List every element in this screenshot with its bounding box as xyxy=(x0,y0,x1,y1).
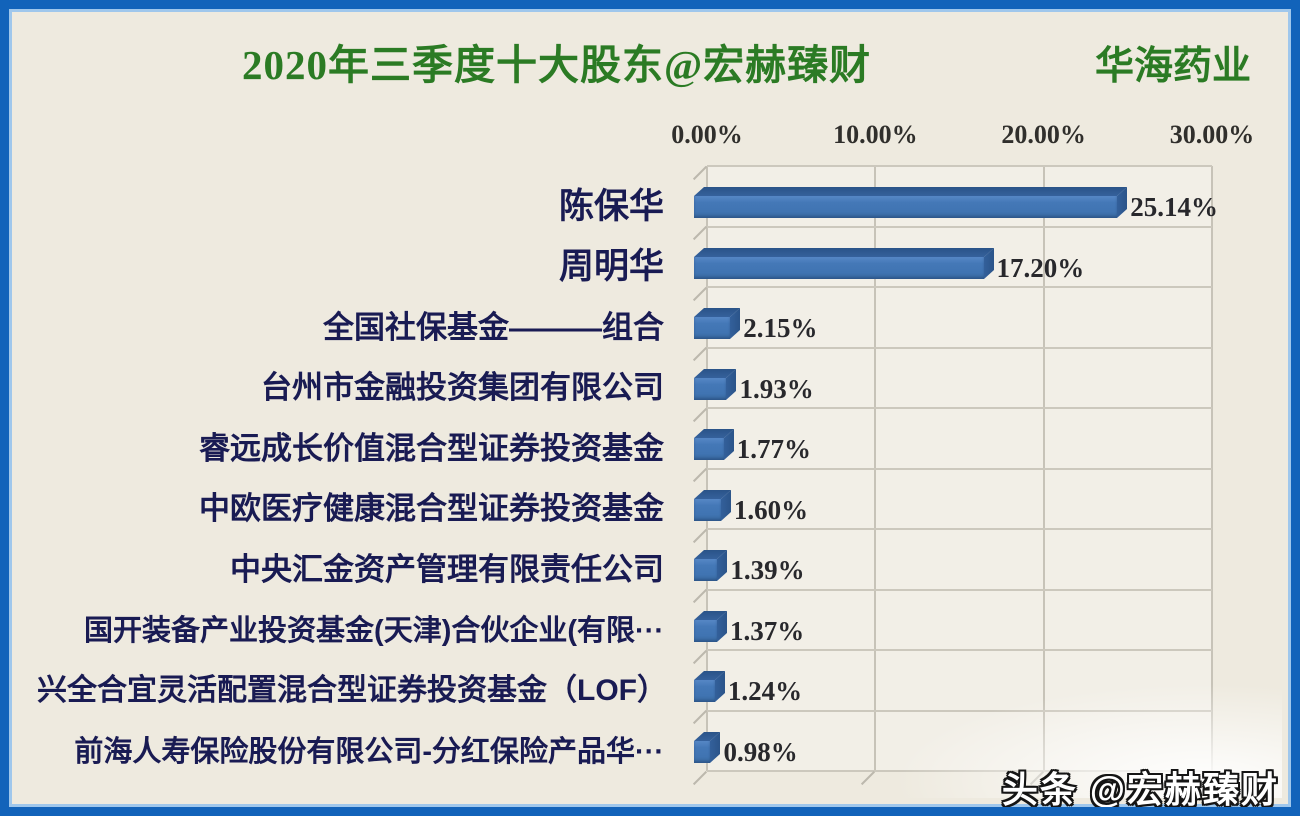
diagonal-tick xyxy=(692,588,708,604)
row-separator xyxy=(707,286,1212,288)
plot-top-line xyxy=(707,165,1212,167)
diagonal-tick xyxy=(692,407,708,422)
diagonal-tick xyxy=(692,225,708,241)
diagonal-tick xyxy=(692,709,708,725)
row-separator xyxy=(707,225,1212,228)
value-label: 1.77% xyxy=(736,434,812,464)
bar xyxy=(694,196,1118,218)
category-label: 前海人寿保险股份有限公司-分红保险产品华··· xyxy=(74,735,664,768)
row-separator xyxy=(707,588,1212,591)
value-label: 1.60% xyxy=(733,494,809,525)
category-label: 全国社保基金———组合 xyxy=(323,309,664,345)
value-label: 1.93% xyxy=(739,373,814,404)
diagonal-tick xyxy=(692,528,708,543)
bar xyxy=(694,256,984,279)
bar xyxy=(694,680,715,702)
diagonal-tick xyxy=(692,467,708,483)
axis-tick-label: 20.00% xyxy=(1001,120,1086,149)
row-separator xyxy=(707,528,1212,530)
category-label: 陈保华 xyxy=(558,186,664,226)
axis-tick-label: 30.00% xyxy=(1169,120,1255,149)
category-label: 国开装备产业投资基金(天津)合伙企业(有限··· xyxy=(84,614,664,647)
watermark: 头条 @宏赫臻财 xyxy=(1001,769,1279,810)
category-label: 睿远成长价值混合型证券投资基金 xyxy=(199,430,664,466)
bar-top-face xyxy=(694,247,994,257)
value-label: 17.20% xyxy=(996,252,1085,283)
bar xyxy=(694,740,711,763)
value-label: 1.39% xyxy=(730,555,805,585)
bar xyxy=(694,438,724,460)
axis-tick-label: 0.00% xyxy=(671,120,743,149)
bar xyxy=(694,317,731,339)
bar xyxy=(694,619,718,642)
gridline xyxy=(1211,166,1213,771)
diagonal-tick xyxy=(692,165,708,180)
diagonal-tick xyxy=(692,649,708,664)
page-title: 2020年三季度十大股东@宏赫臻财 xyxy=(242,42,872,88)
bar-chart: 0.00% 10.00% 20.00% 30.00% 陈保华 25.14% 周明华 17.20… xyxy=(9,9,1291,807)
row-separator xyxy=(707,407,1212,409)
value-label: 1.24% xyxy=(727,676,803,706)
row-separator xyxy=(707,467,1212,470)
diagonal-tick xyxy=(692,286,708,301)
bar-top-face xyxy=(694,187,1128,196)
value-label: 0.98% xyxy=(723,736,798,767)
value-label: 25.14% xyxy=(1130,192,1218,222)
row-separator xyxy=(707,709,1212,712)
diagonal-tick xyxy=(861,770,876,785)
diagonal-tick xyxy=(692,770,708,785)
category-label: 周明华 xyxy=(558,247,664,287)
stock-name: 华海药业 xyxy=(1094,45,1251,88)
category-label: 台州市金融投资集团有限公司 xyxy=(261,370,664,406)
category-label: 中央汇金资产管理有限责任公司 xyxy=(230,551,664,587)
row-separator xyxy=(707,649,1212,651)
category-label: 中欧医疗健康混合型证券投资基金 xyxy=(199,491,664,527)
diagonal-tick xyxy=(692,346,708,362)
bar xyxy=(694,559,718,581)
axis-tick-label: 10.00% xyxy=(833,120,918,149)
bar xyxy=(694,498,721,521)
value-label: 1.37% xyxy=(730,615,805,646)
category-label: 兴全合宜灵活配置混合型证券投资基金（LOF） xyxy=(37,674,667,708)
bar xyxy=(694,377,727,400)
value-label: 2.15% xyxy=(743,313,818,343)
row-separator xyxy=(707,346,1212,349)
